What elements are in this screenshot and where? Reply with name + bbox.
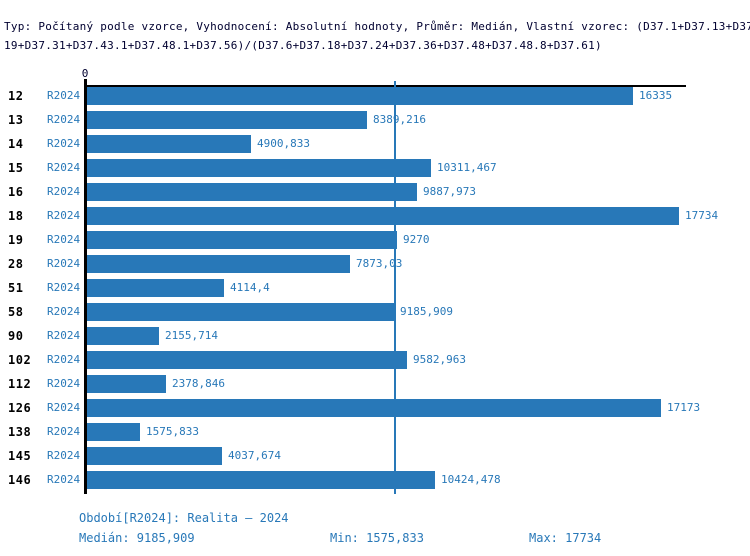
bar[interactable] — [87, 447, 222, 465]
table-row: 145 R2024 4037,674 — [0, 447, 750, 465]
median-gridline — [394, 81, 396, 494]
series-label: R2024 — [47, 281, 81, 294]
category-label: 14 — [8, 137, 24, 151]
category-label: 19 — [8, 233, 24, 247]
footer-max-label: Max: 17734 — [529, 531, 602, 545]
x-axis-top-line — [84, 85, 686, 87]
bar-value-label: 2378,846 — [172, 377, 225, 390]
table-row: 112 R2024 2378,846 — [0, 375, 750, 393]
bar-value-label: 9185,909 — [400, 305, 453, 318]
bar-value-label: 1575,833 — [146, 425, 199, 438]
series-label: R2024 — [47, 353, 81, 366]
series-label: R2024 — [47, 209, 81, 222]
category-label: 102 — [8, 353, 32, 367]
bar-value-label: 4114,4 — [230, 281, 270, 294]
bar[interactable] — [87, 327, 159, 345]
bar-value-label: 7873,03 — [356, 257, 403, 270]
table-row: 15 R2024 10311,467 — [0, 159, 750, 177]
bar[interactable] — [87, 399, 661, 417]
category-label: 138 — [8, 425, 32, 439]
table-row: 16 R2024 9887,973 — [0, 183, 750, 201]
bar-value-label: 2155,714 — [165, 329, 218, 342]
table-row: 138 R2024 1575,833 — [0, 423, 750, 441]
bar-value-label: 16335 — [639, 89, 673, 102]
table-row: 18 R2024 17734 — [0, 207, 750, 225]
bar[interactable] — [87, 303, 394, 321]
bar[interactable] — [87, 351, 407, 369]
x-axis-zero-tick-label: 0 — [81, 67, 89, 80]
bar-value-label: 10424,478 — [441, 473, 501, 486]
category-label: 28 — [8, 257, 24, 271]
series-label: R2024 — [47, 233, 81, 246]
table-row: 58 R2024 9185,909 — [0, 303, 750, 321]
footer-min-label: Min: 1575,833 — [330, 531, 424, 545]
bar[interactable] — [87, 375, 166, 393]
bar-value-label: 4900,833 — [257, 137, 310, 150]
table-row: 28 R2024 7873,03 — [0, 255, 750, 273]
bar-value-label: 9887,973 — [423, 185, 476, 198]
bar[interactable] — [87, 183, 417, 201]
series-label: R2024 — [47, 329, 81, 342]
category-label: 13 — [8, 113, 24, 127]
table-row: 90 R2024 2155,714 — [0, 327, 750, 345]
y-axis-line — [84, 79, 87, 494]
category-label: 126 — [8, 401, 32, 415]
series-label: R2024 — [47, 113, 81, 126]
bar[interactable] — [87, 471, 435, 489]
category-label: 145 — [8, 449, 32, 463]
series-label: R2024 — [47, 137, 81, 150]
bar[interactable] — [87, 135, 251, 153]
footer-period-label: Období[R2024]: Realita – 2024 — [79, 511, 289, 525]
category-label: 90 — [8, 329, 24, 343]
category-label: 18 — [8, 209, 24, 223]
series-label: R2024 — [47, 449, 81, 462]
category-label: 58 — [8, 305, 24, 319]
bar-value-label: 9582,963 — [413, 353, 466, 366]
bar-value-label: 9270 — [403, 233, 430, 246]
bar[interactable] — [87, 231, 397, 249]
series-label: R2024 — [47, 257, 81, 270]
category-label: 51 — [8, 281, 24, 295]
series-label: R2024 — [47, 401, 81, 414]
table-row: 13 R2024 8389,216 — [0, 111, 750, 129]
bar-value-label: 17734 — [685, 209, 719, 222]
formula-header-line2: 19+D37.31+D37.43.1+D37.48.1+D37.56)/(D37… — [4, 39, 602, 52]
bar-value-label: 10311,467 — [437, 161, 497, 174]
series-label: R2024 — [47, 185, 81, 198]
category-label: 15 — [8, 161, 24, 175]
table-row: 146 R2024 10424,478 — [0, 471, 750, 489]
category-label: 146 — [8, 473, 32, 487]
bar-value-label: 17173 — [667, 401, 701, 414]
bar-value-label: 8389,216 — [373, 113, 426, 126]
series-label: R2024 — [47, 473, 81, 486]
bar[interactable] — [87, 423, 140, 441]
bar[interactable] — [87, 255, 350, 273]
series-label: R2024 — [47, 425, 81, 438]
bar[interactable] — [87, 111, 367, 129]
category-label: 16 — [8, 185, 24, 199]
bar[interactable] — [87, 207, 679, 225]
bar[interactable] — [87, 87, 633, 105]
table-row: 126 R2024 17173 — [0, 399, 750, 417]
series-label: R2024 — [47, 89, 81, 102]
table-row: 19 R2024 9270 — [0, 231, 750, 249]
category-label: 112 — [8, 377, 32, 391]
category-label: 12 — [8, 89, 24, 103]
chart-rows: 12 R2024 16335 13 R2024 8389,216 14 R2024 4900,8… — [0, 87, 750, 489]
footer-median-label: Medián: 9185,909 — [79, 531, 195, 545]
bar[interactable] — [87, 159, 431, 177]
series-label: R2024 — [47, 377, 81, 390]
series-label: R2024 — [47, 305, 81, 318]
table-row: 12 R2024 16335 — [0, 87, 750, 105]
table-row: 51 R2024 4114,4 — [0, 279, 750, 297]
bar[interactable] — [87, 279, 224, 297]
table-row: 14 R2024 4900,833 — [0, 135, 750, 153]
series-label: R2024 — [47, 161, 81, 174]
formula-header-line1: Typ: Počítaný podle vzorce, Vyhodnocení:… — [4, 20, 750, 33]
table-row: 102 R2024 9582,963 — [0, 351, 750, 369]
bar-value-label: 4037,674 — [228, 449, 281, 462]
